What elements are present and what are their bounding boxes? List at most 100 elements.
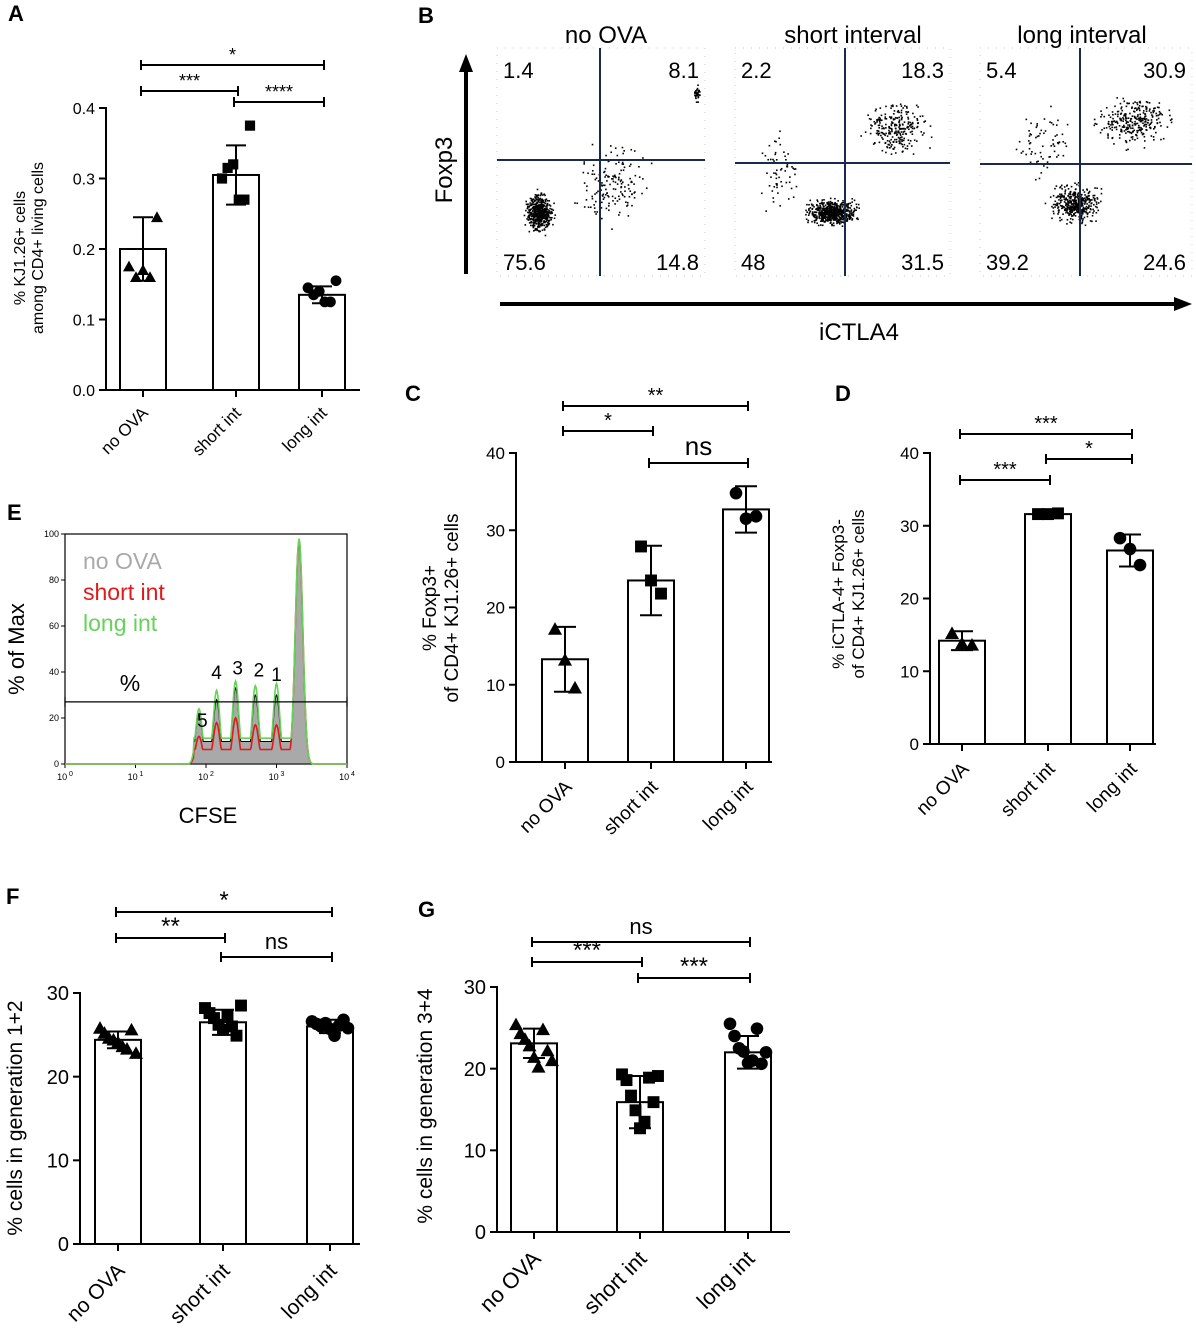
event-dot bbox=[1117, 113, 1119, 116]
event-dot bbox=[834, 197, 836, 200]
event-dot bbox=[793, 168, 796, 170]
event-dot bbox=[823, 202, 825, 204]
event-dot bbox=[548, 222, 551, 225]
event-dot bbox=[1065, 203, 1068, 205]
event-dot bbox=[543, 212, 546, 215]
event-dot bbox=[547, 213, 550, 215]
event-dot bbox=[1058, 141, 1061, 143]
event-dot bbox=[895, 132, 898, 134]
event-dot bbox=[531, 224, 534, 227]
event-dot bbox=[769, 158, 772, 161]
event-dot bbox=[810, 203, 813, 206]
event-dot bbox=[875, 119, 878, 121]
event-dot bbox=[888, 133, 890, 135]
event-dot bbox=[846, 220, 849, 222]
event-dot bbox=[1090, 208, 1092, 211]
event-dot bbox=[535, 220, 537, 222]
event-dot bbox=[1037, 135, 1040, 137]
event-dot bbox=[884, 134, 886, 137]
event-dot bbox=[1099, 131, 1102, 134]
event-dot bbox=[1065, 203, 1068, 206]
data-point-short-int bbox=[244, 120, 256, 131]
event-dot bbox=[1075, 202, 1078, 205]
x-tick-label-short-int: short int bbox=[997, 758, 1060, 821]
event-dot bbox=[930, 136, 933, 139]
event-dot bbox=[1100, 115, 1102, 118]
event-dot bbox=[607, 176, 610, 178]
event-dot bbox=[1143, 140, 1146, 142]
event-dot bbox=[1080, 209, 1083, 211]
event-dot bbox=[901, 138, 903, 141]
event-dot bbox=[820, 212, 823, 215]
event-dot bbox=[826, 210, 829, 213]
event-dot bbox=[838, 221, 841, 224]
event-dot bbox=[1113, 120, 1116, 122]
event-dot bbox=[1069, 210, 1072, 213]
event-dot bbox=[1061, 188, 1063, 190]
event-dot bbox=[1153, 110, 1155, 112]
event-dot bbox=[1155, 112, 1158, 115]
event-dot bbox=[1131, 107, 1133, 109]
event-dot bbox=[830, 215, 832, 217]
event-dot bbox=[583, 163, 585, 165]
event-dot bbox=[818, 207, 820, 210]
event-dot bbox=[836, 213, 839, 216]
event-dot bbox=[849, 215, 852, 217]
x-axis-label-ictla4: iCTLA4 bbox=[819, 319, 899, 346]
event-dot bbox=[695, 101, 698, 103]
event-dot bbox=[812, 213, 814, 215]
event-dot bbox=[821, 224, 824, 227]
significance-label: *** bbox=[680, 953, 708, 980]
event-dot bbox=[809, 199, 812, 202]
event-dot bbox=[902, 124, 904, 126]
event-dot bbox=[614, 188, 617, 191]
event-dot bbox=[536, 195, 539, 198]
event-dot bbox=[549, 217, 552, 219]
event-dot bbox=[1050, 105, 1052, 108]
event-dot bbox=[1134, 107, 1137, 109]
event-dot bbox=[545, 216, 547, 218]
event-dot bbox=[842, 204, 845, 206]
event-dot bbox=[845, 203, 847, 205]
event-dot bbox=[699, 94, 701, 97]
event-dot bbox=[780, 167, 783, 170]
event-dot bbox=[529, 208, 531, 211]
event-dot bbox=[545, 207, 548, 210]
y-tick-label: 10 bbox=[464, 1141, 486, 1163]
event-dot bbox=[695, 97, 697, 100]
event-dot bbox=[823, 213, 825, 215]
event-dot bbox=[1052, 139, 1054, 141]
event-dot bbox=[1142, 133, 1145, 135]
event-dot bbox=[883, 127, 885, 130]
event-dot bbox=[1123, 124, 1125, 127]
event-dot bbox=[544, 213, 547, 216]
event-dot bbox=[638, 176, 641, 178]
event-dot bbox=[835, 219, 837, 221]
event-dot bbox=[834, 207, 837, 209]
y-tick-label: 20 bbox=[900, 590, 919, 609]
event-dot bbox=[857, 203, 860, 206]
event-dot bbox=[1072, 201, 1075, 203]
event-dot bbox=[1053, 145, 1056, 147]
event-dot bbox=[820, 214, 822, 217]
event-dot bbox=[590, 206, 592, 209]
event-dot bbox=[551, 216, 553, 219]
event-dot bbox=[1052, 210, 1055, 213]
event-dot bbox=[533, 215, 536, 217]
event-dot bbox=[630, 148, 633, 151]
event-dot bbox=[616, 183, 619, 185]
event-dot bbox=[1126, 102, 1128, 104]
event-dot bbox=[1029, 141, 1032, 144]
event-dot bbox=[1066, 212, 1069, 214]
event-dot bbox=[774, 151, 777, 154]
event-dot bbox=[1035, 126, 1038, 129]
y-axis-label-percent-of-max: % of Max bbox=[4, 603, 29, 695]
event-dot bbox=[1129, 125, 1131, 128]
event-dot bbox=[815, 203, 818, 206]
event-dot bbox=[1071, 205, 1073, 208]
event-dot bbox=[1123, 114, 1126, 117]
event-dot bbox=[1115, 126, 1118, 128]
event-dot bbox=[1063, 201, 1066, 203]
event-dot bbox=[694, 96, 697, 98]
event-dot bbox=[539, 230, 541, 233]
